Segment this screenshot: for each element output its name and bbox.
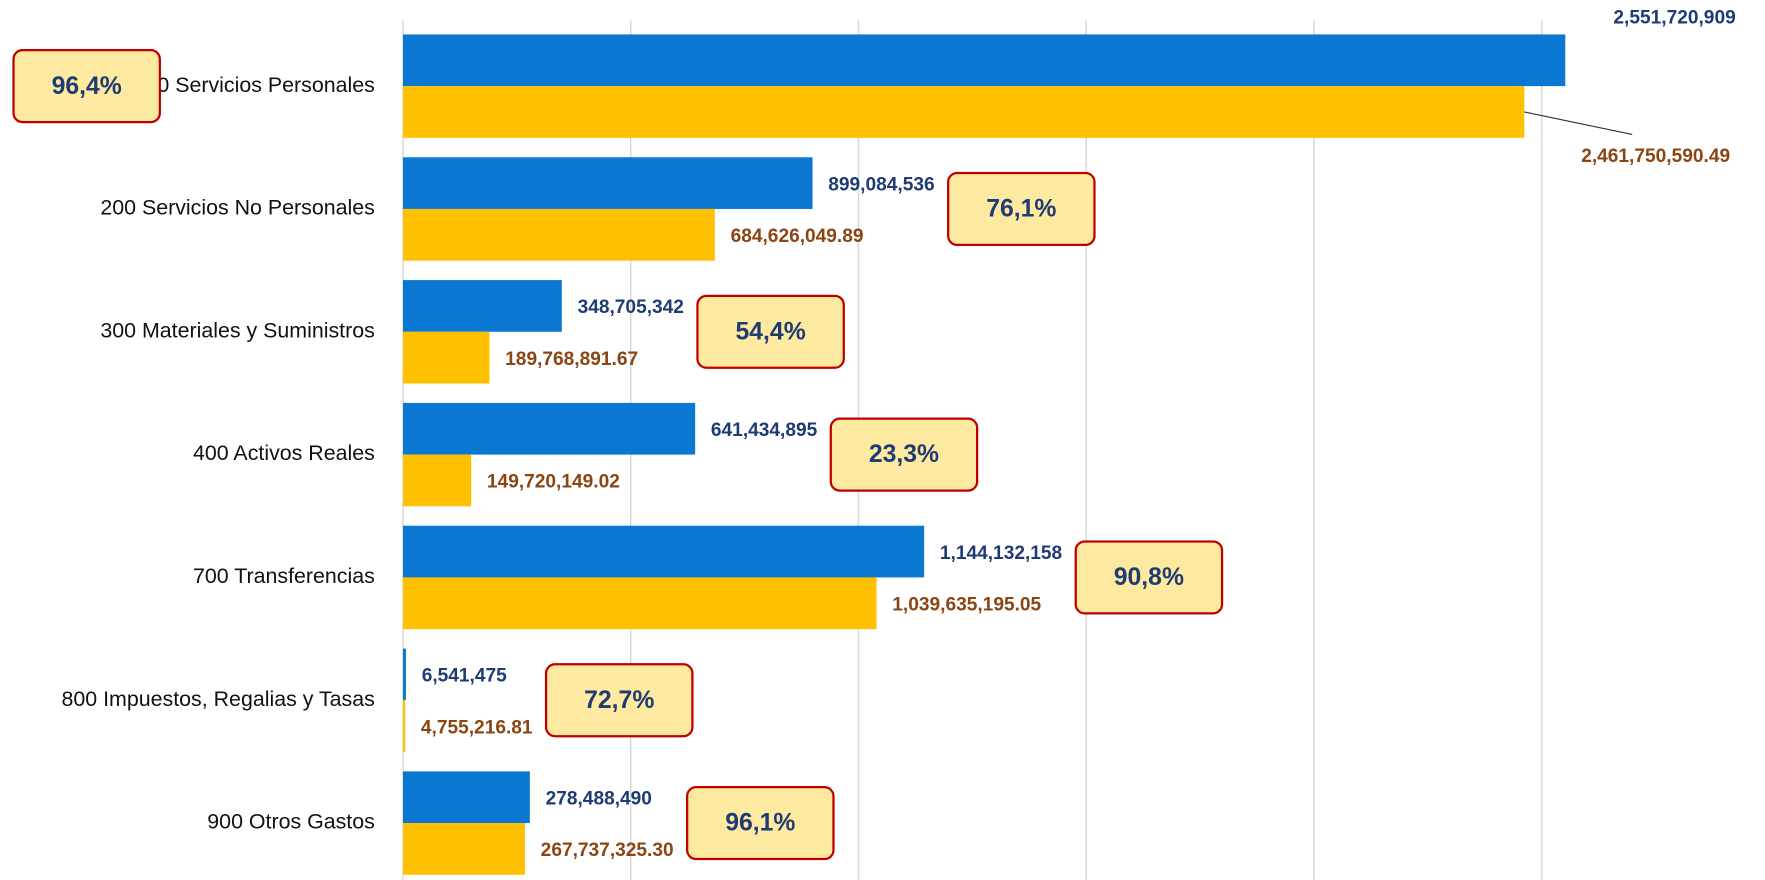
bar [402,208,715,261]
value-label: 189,768,891.67 [505,349,638,370]
percent-label: 96,1% [725,810,795,837]
percent-box [947,171,1096,247]
bar [402,34,1566,87]
value-label: 267,737,325.30 [541,840,674,861]
value-label: 2,551,720,909 [1613,8,1735,29]
bar [402,86,1525,138]
leader-line [1524,111,1633,136]
percent-label: 72,7% [584,687,654,714]
percent-box [1074,540,1224,615]
category-label: 800 Impuestos, Regalias y Tasas [62,687,375,711]
percent-box [544,663,694,738]
bar [402,700,406,752]
category-label: 300 Materiales y Suministros [100,318,374,342]
bar [402,648,406,701]
percent-label: 96,4% [52,73,122,100]
percent-box [829,417,979,492]
value-label: 6,541,475 [422,666,507,687]
bar [402,525,925,578]
value-label: 684,626,049.89 [731,226,864,247]
bar [402,577,877,630]
value-label: 4,755,216.81 [421,717,533,738]
value-label: 149,720,149.02 [487,472,620,493]
category-label: 100 Servicios Personales [134,73,375,97]
bar [402,402,696,455]
bar [402,454,472,507]
category-label: 900 Otros Gastos [207,810,375,834]
value-label: 1,039,635,195.05 [892,595,1041,616]
category-label: 400 Activos Reales [193,441,375,465]
value-label: 278,488,490 [546,789,652,810]
bar [402,331,490,384]
percent-label: 90,8% [1114,564,1184,591]
percent-box [686,785,835,861]
bar [402,157,813,209]
percent-label: 76,1% [986,196,1056,223]
percent-label: 54,4% [736,318,806,345]
bar [402,280,562,332]
value-label: 641,434,895 [711,420,818,441]
bar [402,771,530,824]
bar [402,823,525,875]
value-label: 348,705,342 [578,297,684,318]
percent-label: 23,3% [869,441,939,468]
value-label: 2,461,750,590.49 [1581,146,1730,167]
value-label: 1,144,132,158 [940,543,1063,564]
category-label: 200 Servicios No Personales [100,196,374,220]
value-label: 899,084,536 [828,174,934,195]
percent-box [12,49,161,124]
percent-box [696,294,845,369]
category-label: 700 Transferencias [193,564,375,588]
